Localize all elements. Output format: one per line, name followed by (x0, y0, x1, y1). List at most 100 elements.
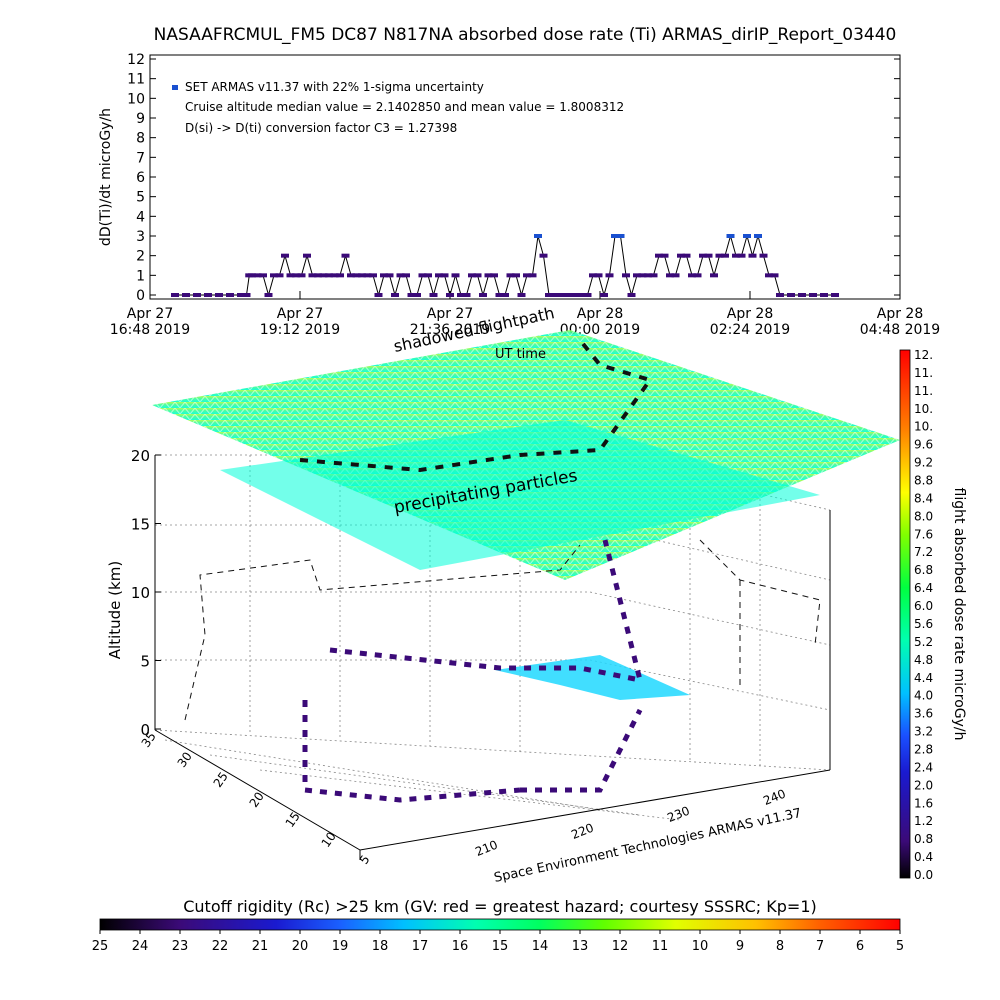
dose-rate-point (347, 273, 355, 278)
dose-rate-point (671, 273, 680, 278)
dose-rate-line (175, 234, 835, 297)
top-x-tick-label-line1: Apr 27 (427, 306, 473, 322)
rigidity-colorbar-tick-label: 20 (292, 939, 309, 954)
dose-rate-point (622, 273, 630, 278)
dose-rate-colorbar-fill (899, 349, 911, 879)
dose-rate-colorbar-tick-label: 9.6 (914, 438, 933, 452)
dose-rate-colorbar-ticks: 12. 11. 11. 10. 10. 9.6 9.2 8.8 8.4 8.0 7.6 7.2 6.8 6… (914, 348, 933, 882)
flightpath-ground-shadow (184, 539, 821, 721)
top-x-tick-label-line2: 16:48 2019 (110, 322, 190, 338)
top-x-tick-label-line2: 19:12 2019 (260, 322, 340, 338)
dose-rate-colorbar-tick-label: 11. (914, 366, 933, 380)
dose-rate-point (286, 273, 295, 278)
legend-line-3: D(si) -> D(ti) conversion factor C3 = 1.… (185, 121, 457, 135)
dose-rate-colorbar-tick-label: 0.0 (914, 868, 933, 882)
dose-rate-point (770, 273, 779, 278)
rigidity-colorbar-ticks: 25 24 23 22 21 20 19 18 17 16 15 14 13 12 11 10 9 8 7 6 5 (92, 930, 904, 954)
dose-rate-colorbar-tick-label: 2.8 (914, 742, 933, 756)
top-y-tick-label: 4 (136, 209, 145, 225)
top-y-tick-label: 12 (127, 52, 145, 68)
dose-rate-point (616, 234, 625, 238)
dose-rate-point (710, 273, 718, 278)
latitude-tick-label: 5 (357, 853, 373, 867)
top-y-tick-label: 2 (136, 249, 145, 265)
top-y-tick-label: 0 (136, 288, 145, 304)
dose-rate-point (446, 293, 454, 297)
dose-rate-point (193, 293, 201, 297)
dose-rate-colorbar-tick-label: 11. (914, 384, 933, 398)
dose-rate-point (699, 253, 707, 258)
dose-rate-point (638, 273, 647, 278)
dose-rate-point (314, 273, 322, 278)
dose-rate-colorbar: 12. 11. 11. 10. 10. 9.6 9.2 8.8 8.4 8.0 7.6 7.2 6.8 6… (899, 348, 967, 882)
dose-rate-colorbar-tick-label: 12. (914, 348, 933, 362)
latitude-tick-label: 20 (247, 789, 267, 810)
dose-rate-point (468, 273, 476, 278)
dose-rate-point (270, 273, 278, 278)
rigidity-colorbar-tick-label: 5 (896, 939, 904, 954)
rigidity-colorbar-tick-label: 9 (736, 939, 744, 954)
dose-rate-colorbar-tick-label: 10. (914, 420, 933, 434)
dose-rate-point (759, 253, 768, 258)
dose-rate-colorbar-tick-label: 8.8 (914, 474, 933, 488)
dose-rate-colorbar-tick-label: 7.6 (914, 527, 933, 541)
altitude-tick-label: 20 (131, 447, 150, 465)
dose-rate-colorbar-tick-label: 6.8 (914, 563, 933, 577)
cutoff-rigidity-sheet-lower (220, 420, 820, 570)
rigidity-colorbar-tick-label: 13 (572, 939, 589, 954)
dose-rate-point (226, 293, 234, 297)
dose-rate-point (264, 293, 273, 297)
dose-rate-point (275, 273, 284, 278)
dose-rate-point (435, 273, 443, 278)
top-x-tick-label-line1: Apr 27 (277, 306, 323, 322)
dose-rate-point (649, 273, 658, 278)
dose-rate-point (567, 293, 575, 297)
dose-rate-point (182, 293, 190, 297)
dose-rate-point (732, 253, 740, 258)
dose-rate-point (704, 253, 713, 258)
dose-rate-point (462, 293, 471, 297)
dose-rate-colorbar-tick-label: 4.8 (914, 653, 933, 667)
dose-rate-point (726, 234, 735, 238)
top-x-tick-label-line1: Apr 27 (127, 306, 173, 322)
altitude-axis-label: Altitude (km) (106, 561, 124, 659)
rigidity-colorbar-tick-label: 14 (532, 939, 549, 954)
rigidity-colorbar: Cutoff rigidity (Rc) >25 km (GV: red = g… (92, 897, 904, 954)
dose-rate-point (473, 273, 482, 278)
dose-rate-point (341, 253, 350, 258)
top-y-tick-label: 8 (136, 131, 145, 147)
dose-rate-point (809, 293, 817, 297)
figure-title: NASAAFRCMUL_FM5 DC87 N817NA absorbed dos… (154, 25, 897, 45)
rigidity-colorbar-tick-label: 22 (212, 939, 229, 954)
altitude-tick-label: 15 (131, 516, 150, 534)
dose-rate-colorbar-tick-label: 1.6 (914, 796, 933, 810)
dose-rate-point (479, 293, 487, 297)
dose-rate-point (171, 293, 179, 297)
dose-rate-colorbar-tick-label: 3.2 (914, 725, 933, 739)
annotation-ut-time: UT time (495, 347, 546, 362)
dose-rate-point (600, 293, 608, 297)
dose-rate-point (743, 234, 751, 238)
dose-rate-colorbar-tick-label: 5.6 (914, 617, 933, 631)
dose-rate-point (297, 273, 306, 278)
top-x-tick-label-line2: 21:36 2019 (410, 322, 490, 338)
dose-rate-point (484, 273, 493, 278)
dose-rate-point (655, 253, 663, 258)
top-x-tick-label-line1: Apr 28 (727, 306, 773, 322)
dose-rate-point (303, 253, 311, 258)
dose-rate-point (589, 273, 597, 278)
software-credit: Space Environment Technologies ARMAS v11… (493, 806, 803, 886)
latitude-tick-label: 10 (319, 829, 339, 850)
dose-rate-point (490, 273, 498, 278)
legend-marker-icon (172, 85, 178, 90)
dose-rate-point (402, 273, 410, 278)
dose-rate-point (677, 253, 685, 258)
top-x-tick-label-line1: Apr 28 (577, 306, 623, 322)
top-y-tick-label: 10 (127, 91, 145, 107)
dose-rate-colorbar-tick-label: 6.4 (914, 581, 933, 595)
ground-projection-patch (495, 655, 690, 700)
top-x-tick-label-line2: 02:24 2019 (710, 322, 790, 338)
